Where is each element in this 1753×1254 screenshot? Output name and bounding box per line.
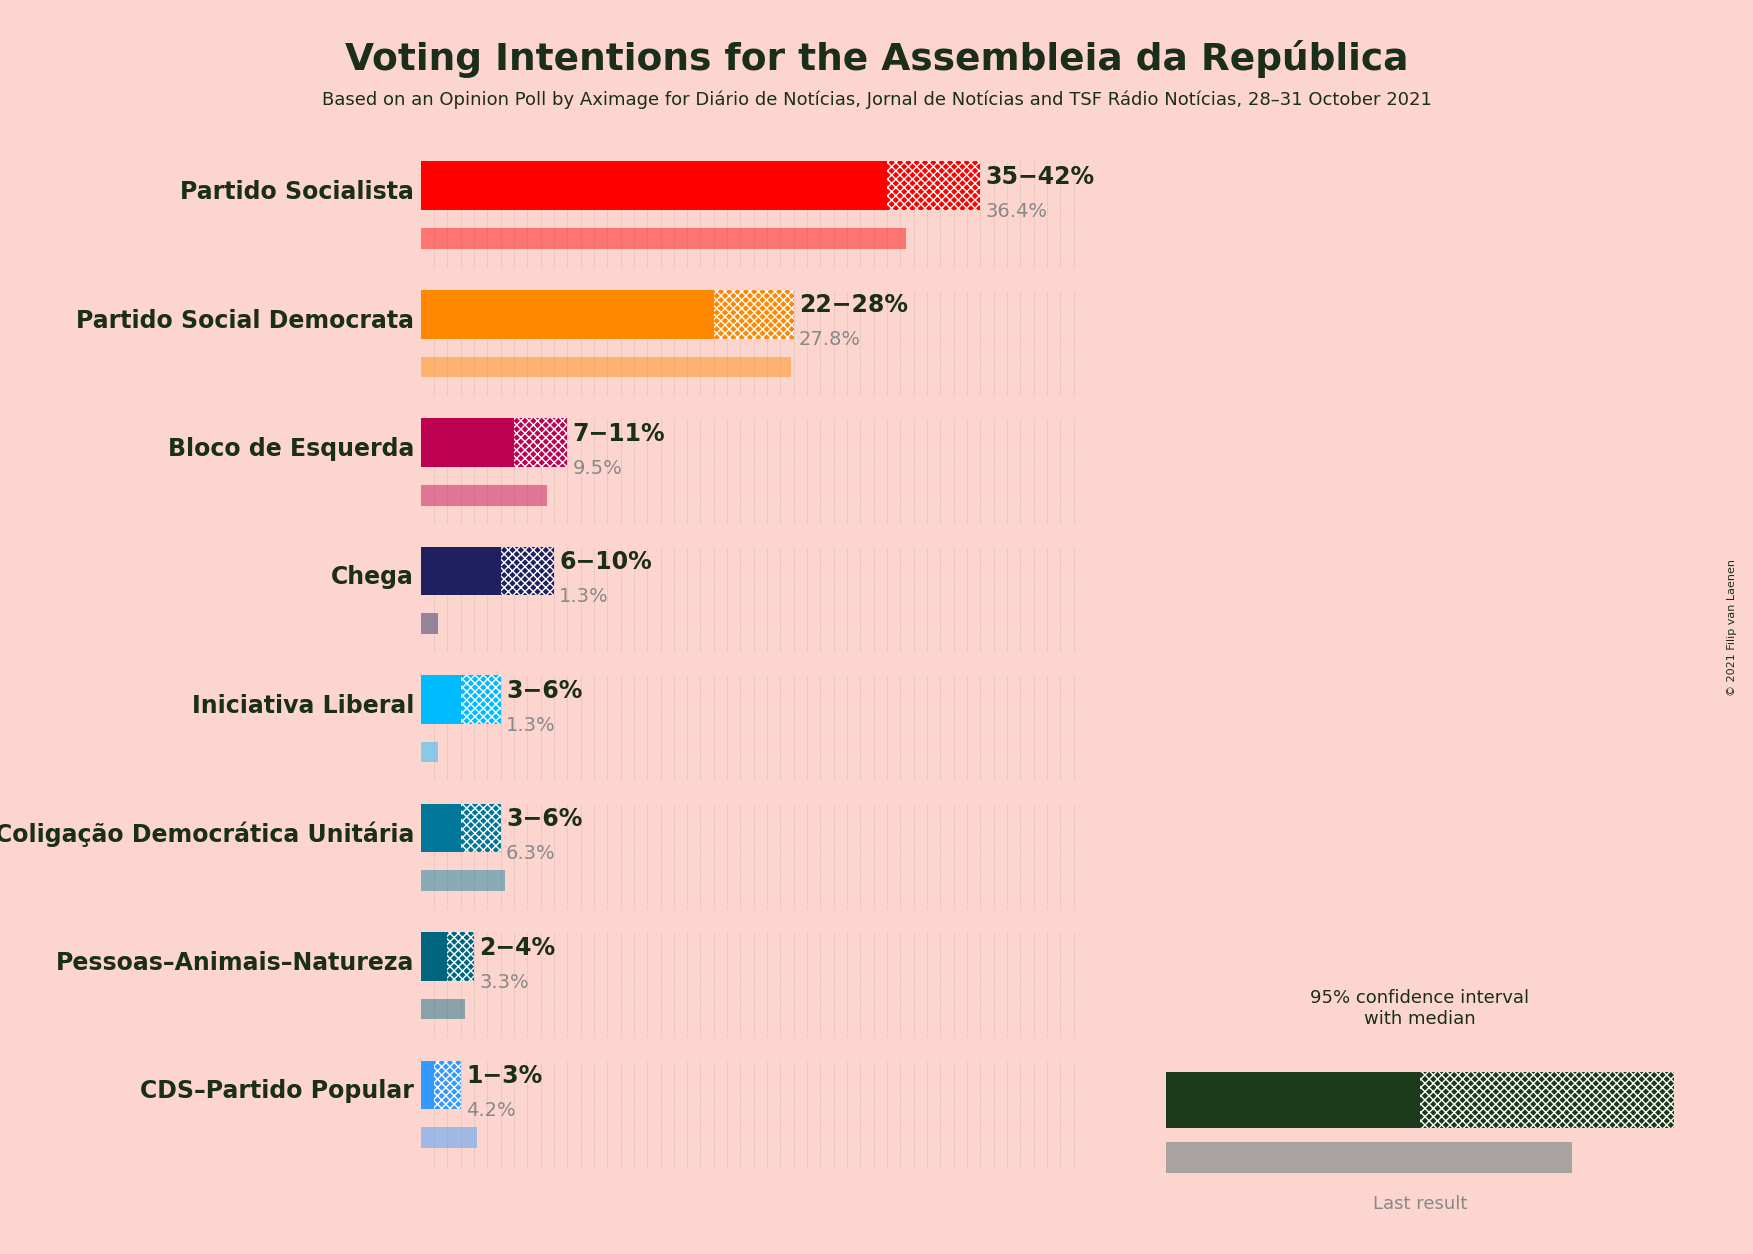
Text: Partido Social Democrata: Partido Social Democrata xyxy=(75,308,414,332)
Text: Coligação Democrática Unitária: Coligação Democrática Unitária xyxy=(0,821,414,848)
Text: 1−3%: 1−3% xyxy=(466,1063,542,1088)
Bar xyxy=(1166,1141,1572,1174)
Bar xyxy=(421,742,438,762)
Text: Iniciativa Liberal: Iniciativa Liberal xyxy=(191,693,414,719)
Text: 7−11%: 7−11% xyxy=(573,421,664,445)
Bar xyxy=(435,1061,461,1110)
Text: Based on an Opinion Poll by Aximage for Diário de Notícias, Jornal de Notícias a: Based on an Opinion Poll by Aximage for … xyxy=(321,90,1432,109)
Text: 1.3%: 1.3% xyxy=(507,716,556,735)
Text: Last result: Last result xyxy=(1373,1195,1467,1213)
Text: Chega: Chega xyxy=(331,566,414,589)
Bar xyxy=(461,804,501,853)
Text: 9.5%: 9.5% xyxy=(573,459,622,478)
Text: CDS–Partido Popular: CDS–Partido Popular xyxy=(140,1080,414,1104)
Bar xyxy=(887,162,980,209)
Bar xyxy=(421,675,461,724)
Text: © 2021 Filip van Laenen: © 2021 Filip van Laenen xyxy=(1727,558,1737,696)
Bar xyxy=(421,870,505,892)
Bar xyxy=(514,418,568,466)
Bar xyxy=(421,228,906,248)
Bar xyxy=(501,547,554,596)
Text: 27.8%: 27.8% xyxy=(799,330,861,350)
Text: Pessoas–Animais–Natureza: Pessoas–Animais–Natureza xyxy=(56,951,414,974)
Text: 35−42%: 35−42% xyxy=(985,164,1094,188)
Bar xyxy=(421,804,461,853)
Text: 1.3%: 1.3% xyxy=(559,587,608,606)
Text: Bloco de Esquerda: Bloco de Esquerda xyxy=(168,436,414,461)
Text: 3−6%: 3−6% xyxy=(507,808,582,831)
Text: 4.2%: 4.2% xyxy=(466,1101,515,1120)
Text: 6−10%: 6−10% xyxy=(559,551,652,574)
Bar xyxy=(421,1061,435,1110)
Bar xyxy=(421,1127,477,1147)
Text: 6.3%: 6.3% xyxy=(507,844,556,863)
Bar xyxy=(421,999,465,1020)
Bar xyxy=(421,356,791,377)
Bar xyxy=(421,162,887,209)
Bar xyxy=(421,485,547,505)
Bar xyxy=(421,290,713,339)
Bar xyxy=(447,932,473,981)
Bar xyxy=(713,290,794,339)
Bar xyxy=(421,613,438,635)
Text: 95% confidence interval
with median: 95% confidence interval with median xyxy=(1309,989,1529,1028)
Bar xyxy=(1166,1071,1420,1129)
Text: 22−28%: 22−28% xyxy=(799,293,908,317)
Text: 3.3%: 3.3% xyxy=(479,973,529,992)
Text: 36.4%: 36.4% xyxy=(985,202,1048,221)
Bar xyxy=(421,932,447,981)
Text: Partido Socialista: Partido Socialista xyxy=(181,181,414,204)
Bar xyxy=(421,547,501,596)
Bar xyxy=(1420,1071,1674,1129)
Bar xyxy=(421,418,514,466)
Text: 3−6%: 3−6% xyxy=(507,678,582,702)
Text: 2−4%: 2−4% xyxy=(479,935,556,959)
Bar xyxy=(461,675,501,724)
Text: Voting Intentions for the Assembleia da República: Voting Intentions for the Assembleia da … xyxy=(345,40,1408,78)
